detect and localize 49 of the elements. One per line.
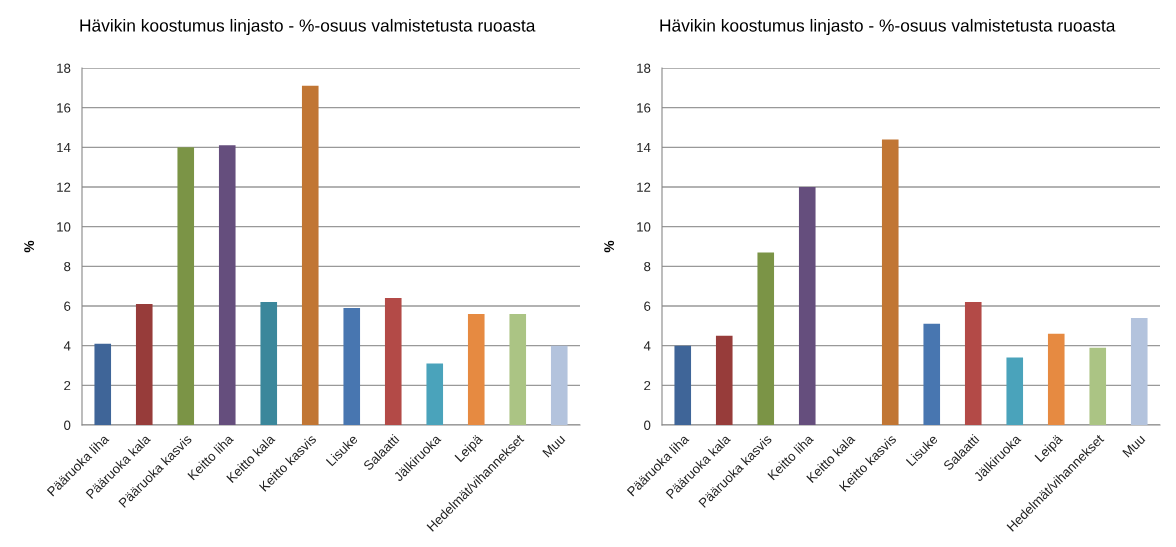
y-tick-label: 8 [64,261,71,272]
y-tick-label: 12 [57,182,71,192]
bar [881,139,899,425]
y-tick-label: 16 [57,103,71,113]
bar [426,363,444,425]
y-tick-label: 10 [637,222,651,232]
x-tick-label: Muu [542,434,566,458]
bar [550,345,568,425]
y-tick-label: 16 [637,103,651,113]
bar [384,298,402,425]
y-tick-label: 2 [644,380,651,391]
bar [509,313,527,425]
bar [343,307,361,425]
y-tick-label: 10 [57,222,71,232]
y-tick-label: 18 [57,63,71,73]
y-tick-label: 2 [64,380,71,391]
y-tick-label: 6 [64,301,71,311]
y-tick-label: 0 [644,420,651,430]
bar [218,145,236,425]
bar [1047,333,1065,425]
chart-title: Hävikin koostumus linjasto - %-osuus valmistetusta ruoasta [660,18,1116,36]
bar [260,302,278,425]
bar [923,323,941,425]
y-tick-label: 14 [57,143,71,153]
bar [1006,357,1024,425]
x-tick-label: Muu [1122,434,1146,458]
bar [94,343,112,425]
chart-title: Hävikin koostumus linjasto - %-osuus valmistetusta ruoasta [80,18,536,36]
y-tick-label: 6 [644,301,651,311]
y-axis-title: % [24,240,34,253]
y-tick-label: 4 [63,341,71,351]
bar [467,313,485,425]
bar [964,302,982,425]
y-tick-label: 8 [644,261,651,272]
y-tick-label: 18 [637,63,651,73]
bar [301,85,319,425]
bar [757,252,775,425]
y-tick-label: 4 [643,341,651,351]
y-tick-label: 12 [637,182,651,192]
bar [135,304,153,425]
bar [674,345,692,425]
y-tick-label: 0 [64,420,71,430]
y-axis-title: % [604,240,614,253]
bar [798,187,816,425]
bar [715,335,733,425]
bar [1089,347,1107,425]
y-tick-label: 14 [637,143,651,153]
bar [177,147,195,425]
bar [1130,317,1148,425]
